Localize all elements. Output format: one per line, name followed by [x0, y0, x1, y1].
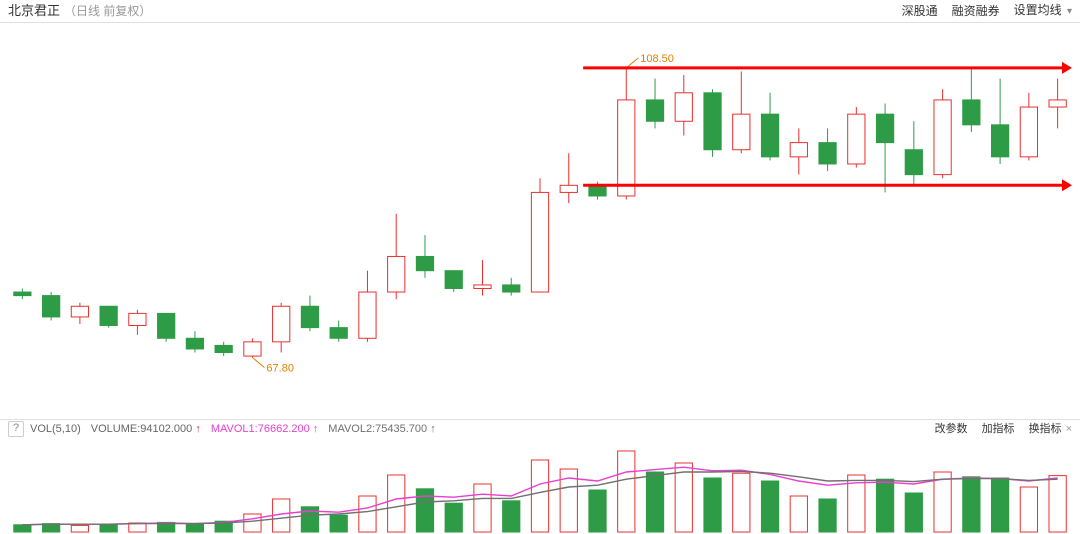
action-params[interactable]: 改参数 [935, 420, 968, 438]
link-margin[interactable]: 融资融券 [952, 0, 1000, 22]
action-switch-ind[interactable]: 换指标 [1029, 420, 1062, 438]
settings-ma[interactable]: 设置均线 ▾ [1014, 0, 1072, 23]
chart-header: 北京君正 （日线 前复权） 深股通 融资融券 设置均线 ▾ [0, 0, 1080, 23]
volume-panel[interactable] [0, 438, 1080, 534]
vol-prefix: VOL(5,10) [30, 420, 81, 438]
settings-ma-label: 设置均线 [1014, 3, 1062, 17]
mavol1-value: 76662.200 [258, 423, 310, 435]
price-panel[interactable]: 108.50 67.80 [0, 23, 1080, 420]
close-icon[interactable]: × [1066, 420, 1072, 438]
svg-text:108.50: 108.50 [640, 53, 674, 65]
volume-arrow: ↑ [195, 423, 201, 435]
stock-name: 北京君正 [8, 0, 60, 22]
volume-chart [0, 438, 1080, 534]
link-shengu[interactable]: 深股通 [902, 0, 938, 22]
mavol2-label: MAVOL2 [328, 423, 372, 435]
action-add-ind[interactable]: 加指标 [982, 420, 1015, 438]
mavol2-arrow: ↑ [430, 423, 436, 435]
volume-header: ? VOL(5,10) VOLUME:94102.000 ↑ MAVOL1:76… [0, 420, 1080, 438]
mavol1-label: MAVOL1 [211, 423, 255, 435]
help-icon[interactable]: ? [8, 421, 24, 437]
chart-subtitle: （日线 前复权） [64, 0, 151, 22]
volume-label: VOLUME [91, 423, 137, 435]
caret-down-icon: ▾ [1067, 6, 1072, 17]
candlestick-chart: 108.50 67.80 [0, 23, 1080, 419]
chart-root: { "header": { "stock_name": "北京君正", "sub… [0, 0, 1080, 534]
mavol2-value: 75435.700 [375, 423, 427, 435]
svg-text:67.80: 67.80 [266, 363, 294, 375]
mavol1-arrow: ↑ [313, 423, 319, 435]
volume-value: 94102.000 [140, 423, 192, 435]
